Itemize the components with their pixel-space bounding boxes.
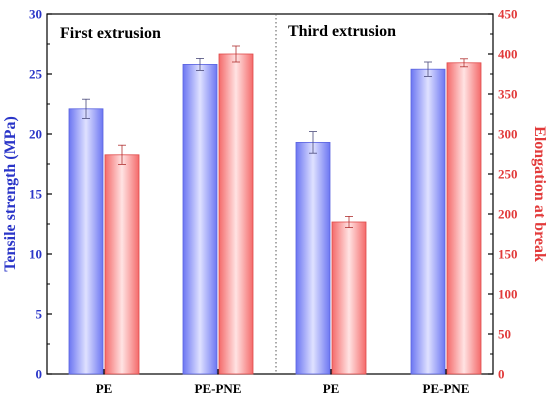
bar-tensile-strength: [182, 64, 218, 375]
left-tick-label: 15: [29, 187, 43, 202]
left-tick-label: 30: [29, 7, 42, 22]
right-tick-label: 100: [498, 287, 518, 302]
right-axis-ticks: 0 50 100 150 200 250 300 350 400 450: [488, 7, 518, 382]
category-labels: PE PE-PNE PE PE-PNE: [96, 381, 470, 396]
bar-elongation-at-break: [331, 221, 367, 375]
right-tick-label: 150: [498, 247, 518, 262]
bars-group: [68, 45, 482, 375]
bar-tensile-strength: [295, 141, 331, 375]
right-tick-label: 200: [498, 207, 518, 222]
right-tick-label: 50: [498, 327, 511, 342]
x-tick-label: PE-PNE: [195, 381, 242, 396]
panel-title-first: First extrusion: [60, 25, 161, 42]
left-tick-label: 5: [36, 307, 43, 322]
bar-elongation-at-break: [104, 154, 140, 375]
left-axis-ticks: 0 5 10 15 20 25 30: [29, 7, 52, 382]
left-tick-label: 0: [36, 367, 43, 382]
right-tick-label: 450: [498, 7, 518, 22]
bar-tensile-strength: [68, 108, 104, 375]
left-tick-label: 10: [29, 247, 42, 262]
bar-tensile-strength: [410, 68, 446, 375]
x-tick-label: PE-PNE: [423, 381, 470, 396]
right-tick-label: 300: [498, 127, 518, 142]
x-tick-label: PE: [96, 381, 113, 396]
right-tick-label: 350: [498, 87, 518, 102]
panel-title-third: Third extrusion: [288, 23, 396, 40]
right-tick-label: 0: [498, 367, 505, 382]
x-tick-label: PE: [323, 381, 340, 396]
right-tick-label: 250: [498, 167, 518, 182]
right-tick-label: 400: [498, 47, 518, 62]
left-tick-label: 25: [29, 67, 43, 82]
bar-elongation-at-break: [446, 62, 482, 375]
y-axis-label-right: Elongation at break: [531, 126, 548, 262]
left-tick-label: 20: [29, 127, 42, 142]
bar-elongation-at-break: [218, 53, 254, 375]
y-axis-label-left: Tensile strength (MPa): [2, 116, 19, 272]
